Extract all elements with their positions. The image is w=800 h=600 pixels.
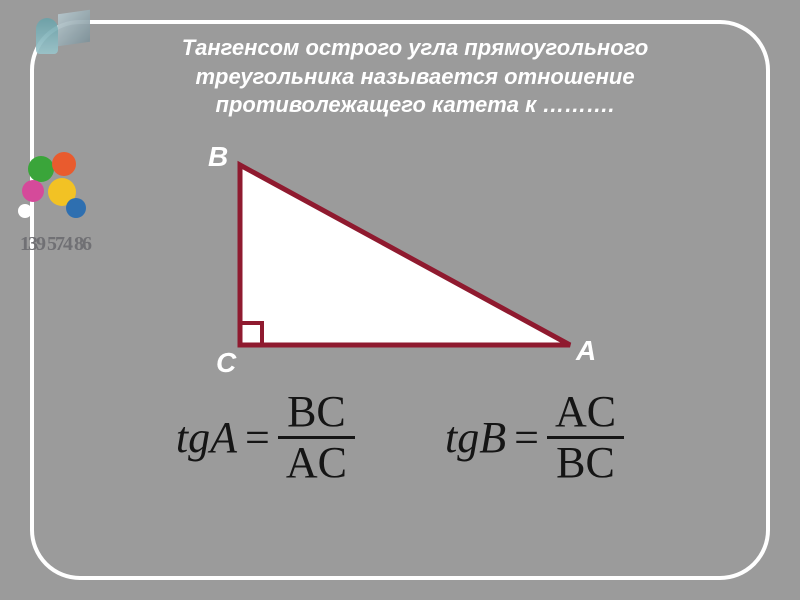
blob-icon	[18, 204, 32, 218]
fraction: AC BC	[547, 390, 624, 485]
angle-label: A	[210, 413, 237, 462]
fraction-denominator: AC	[278, 439, 355, 485]
title-line: треугольника называется отношение	[195, 64, 634, 89]
triangle-figure: B C A	[210, 155, 610, 375]
blob-icon	[28, 156, 54, 182]
formula-tgB: tgB = AC BC	[445, 390, 624, 485]
equals-sign: =	[514, 412, 539, 463]
cylinder-icon	[36, 18, 58, 54]
numbers-deco: 139 574 86	[20, 236, 90, 252]
fraction-denominator: BC	[548, 439, 623, 485]
fraction: BC AC	[278, 390, 355, 485]
formula-lhs: tgB	[445, 412, 506, 463]
vertex-label-B: B	[208, 141, 228, 173]
fn-label: tg	[445, 413, 479, 462]
formula-lhs: tgA	[176, 412, 237, 463]
title-line: противолежащего катета к ……….	[216, 92, 615, 117]
fraction-numerator: AC	[547, 390, 624, 436]
triangle-shape	[240, 165, 570, 345]
angle-label: B	[479, 413, 506, 462]
triangle-svg	[210, 155, 610, 375]
formulas-row: tgA = BC AC tgB = AC BC	[0, 390, 800, 485]
title-line: Тангенсом острого угла прямоугольного	[182, 35, 649, 60]
formula-tgA: tgA = BC AC	[176, 390, 355, 485]
slide-title: Тангенсом острого угла прямоугольного тр…	[80, 34, 750, 120]
equals-sign: =	[245, 412, 270, 463]
fraction-numerator: BC	[279, 390, 354, 436]
blob-icon	[66, 198, 86, 218]
collage-deco	[18, 150, 98, 230]
fn-label: tg	[176, 413, 210, 462]
vertex-label-C: C	[216, 347, 236, 379]
blob-icon	[52, 152, 76, 176]
vertex-label-A: A	[576, 335, 596, 367]
blob-icon	[22, 180, 44, 202]
slide-stage: 139 574 86 Тангенсом острого угла прямоу…	[0, 0, 800, 600]
